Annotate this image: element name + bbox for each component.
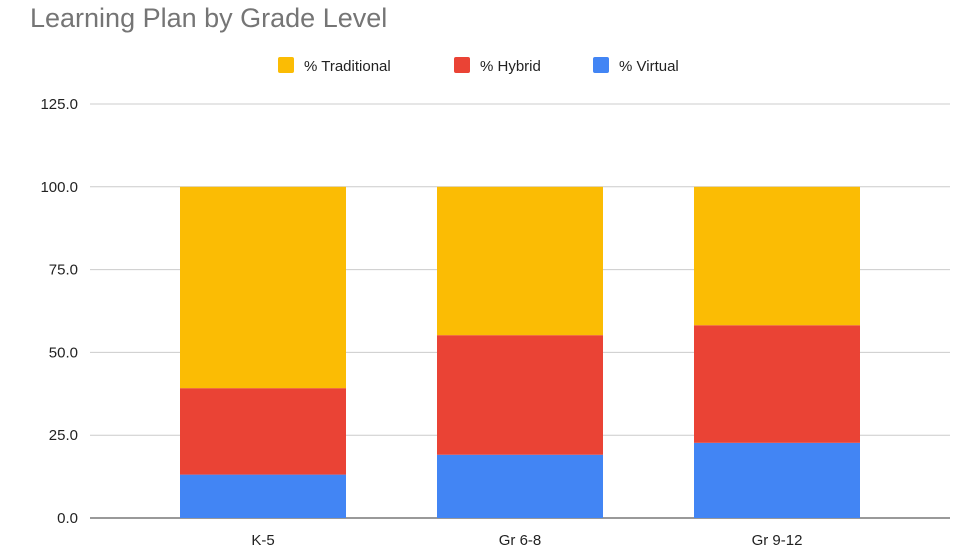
chart-title: Learning Plan by Grade Level bbox=[30, 3, 387, 33]
bar-virtual-2 bbox=[694, 442, 860, 518]
legend-label: % Traditional bbox=[304, 58, 391, 75]
y-tick-label: 0.0 bbox=[57, 510, 78, 527]
bar-hybrid-0 bbox=[180, 388, 346, 475]
x-axis-labels: K-5 Gr 6-8 Gr 9-12 bbox=[251, 532, 802, 549]
x-tick-label: K-5 bbox=[251, 532, 274, 549]
y-tick-label: 50.0 bbox=[49, 344, 78, 361]
bar-virtual-0 bbox=[180, 474, 346, 518]
x-tick-label: Gr 9-12 bbox=[752, 532, 803, 549]
bars bbox=[180, 186, 860, 518]
legend-label: % Virtual bbox=[619, 58, 679, 75]
y-tick-label: 25.0 bbox=[49, 427, 78, 444]
y-tick-label: 125.0 bbox=[40, 96, 78, 113]
bar-virtual-1 bbox=[437, 454, 603, 518]
bar-traditional-0 bbox=[180, 186, 346, 389]
y-tick-label: 75.0 bbox=[49, 262, 78, 279]
bar-traditional-2 bbox=[694, 186, 860, 326]
legend: % Traditional % Hybrid % Virtual bbox=[278, 57, 679, 75]
legend-label: % Hybrid bbox=[480, 58, 541, 75]
legend-swatch bbox=[278, 57, 294, 73]
bar-hybrid-1 bbox=[437, 335, 603, 455]
y-tick-label: 100.0 bbox=[40, 179, 78, 196]
bar-hybrid-2 bbox=[694, 325, 860, 443]
x-tick-label: Gr 6-8 bbox=[499, 532, 542, 549]
legend-swatch bbox=[454, 57, 470, 73]
bar-traditional-1 bbox=[437, 186, 603, 336]
legend-swatch bbox=[593, 57, 609, 73]
